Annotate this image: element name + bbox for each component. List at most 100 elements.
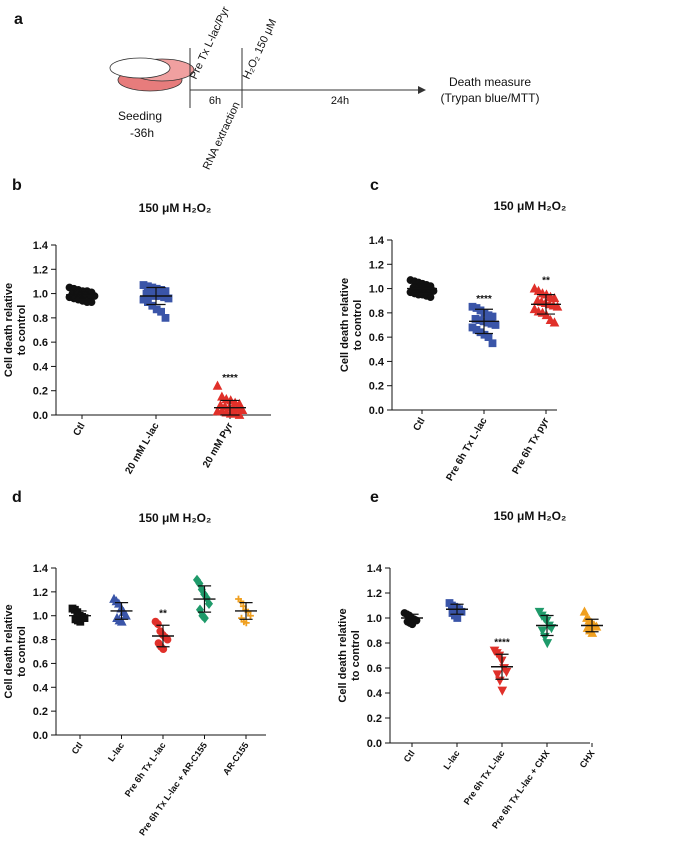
point [164, 294, 173, 303]
panel-a: a Pre Tx L-lac/Pyr H₂O₂ 150 μM RNA extra… [14, 5, 539, 172]
error-bar [537, 294, 555, 315]
point [237, 598, 245, 605]
point [501, 667, 512, 678]
x-tick-label: Ctl [402, 748, 417, 764]
point [212, 380, 223, 390]
panel-label: a [14, 11, 23, 28]
x-tick-label: Ctl [71, 421, 87, 438]
point [116, 616, 127, 626]
y-axis-label: Cell death relative [3, 283, 15, 377]
panel-label: e [370, 489, 379, 506]
y-tick-label: 0.8 [367, 638, 382, 650]
y-tick-label: 0.0 [33, 410, 48, 422]
error-bar [72, 289, 92, 301]
error-bar [475, 308, 493, 335]
y-axis-label: to control [16, 305, 28, 356]
y-axis-label: Cell death relative [339, 278, 351, 372]
y-tick-label: 0.2 [33, 386, 48, 398]
y-axis-label: Cell death relative [337, 608, 349, 702]
y-tick-label: 0.2 [367, 713, 382, 725]
x-tick-label: Ctl [70, 740, 85, 756]
x-tick-label: L-lac [106, 740, 126, 763]
panel: c 150 μM H₂O₂ Cell death relative to contro… [339, 177, 566, 483]
x-tick-label: Pre 6h Tx pyr [510, 416, 551, 476]
y-tick-label: 0.0 [367, 738, 382, 750]
panel: e 150 μM H₂O₂ Cell death relative to contro… [337, 489, 603, 831]
chart-title: 150 μM H₂O₂ [494, 199, 567, 213]
y-tick-label: 0.6 [33, 658, 48, 670]
y-tick-label: 0.6 [369, 332, 384, 344]
point [492, 670, 503, 680]
panel-label: b [12, 177, 22, 194]
point [495, 676, 505, 686]
x-tick-label: Pre 6h Tx L-lac [445, 416, 490, 483]
point [541, 310, 552, 320]
error-bar [156, 624, 170, 648]
point [242, 619, 250, 627]
point [163, 635, 172, 644]
point [247, 612, 254, 620]
point [488, 312, 497, 321]
y-tick-label: 1.4 [33, 240, 49, 252]
step-label: H₂O₂ 150 μM [241, 17, 279, 81]
point [154, 620, 162, 628]
y-tick-label: 1.0 [367, 613, 382, 625]
point [426, 293, 435, 301]
error-bar [405, 613, 419, 623]
chart-title: 150 μM H₂O₂ [494, 509, 567, 523]
y-tick-label: 0.2 [369, 381, 384, 393]
x-tick-label: Pre 6h Tx L-lac [123, 740, 168, 798]
y-tick-label: 1.4 [33, 563, 49, 575]
y-tick-label: 0.4 [369, 356, 385, 368]
chart-title: 150 μM H₂O₂ [139, 201, 212, 215]
panel-label: c [370, 177, 379, 194]
panel: d 150 μM H₂O₂ Cell death relative to contro… [3, 489, 266, 837]
y-tick-label: 0.6 [33, 337, 48, 349]
y-tick-label: 1.4 [367, 563, 383, 575]
point [549, 317, 560, 327]
y-tick-label: 0.8 [33, 313, 48, 325]
y-tick-label: 1.0 [33, 611, 48, 623]
point [429, 287, 438, 295]
y-tick-label: 0.4 [367, 688, 383, 700]
start-label: Seeding [118, 109, 162, 123]
error-bar [197, 585, 212, 613]
error-bar [495, 653, 509, 680]
panel-label: d [12, 489, 22, 506]
significance: **** [222, 373, 238, 384]
error-bar [220, 399, 240, 416]
x-tick-label: CHX [578, 748, 597, 769]
point [204, 598, 214, 610]
error-bar [239, 601, 253, 620]
point [549, 293, 560, 303]
point [552, 301, 563, 311]
panel: b 150 μM H₂O₂ Cell death relative to contro… [3, 177, 271, 476]
significance: ** [159, 609, 167, 620]
step-label: RNA extraction [201, 100, 243, 172]
step-label: Pre Tx L-lac/Pyr [188, 5, 232, 82]
error-bar [146, 286, 166, 306]
y-tick-label: 1.2 [367, 588, 382, 600]
y-tick-label: 1.0 [369, 284, 384, 296]
dish [109, 57, 171, 79]
arrow-head [418, 86, 426, 94]
end-label: (Trypan blue/MTT) [441, 91, 540, 105]
error-bar [413, 283, 431, 295]
point [161, 313, 170, 322]
point [537, 626, 548, 636]
x-tick-label: AR-C155 [221, 740, 251, 776]
x-tick-label: Ctl [411, 416, 427, 433]
y-axis-label: to control [352, 300, 364, 351]
error-bar [114, 601, 129, 620]
interval: 6h [209, 95, 221, 107]
point [579, 606, 590, 616]
error-bar [73, 610, 87, 622]
y-tick-label: 1.0 [33, 289, 48, 301]
error-bar [585, 618, 599, 633]
x-tick-label: L-lac [441, 748, 461, 771]
point [87, 298, 96, 306]
point [491, 321, 500, 329]
significance: **** [494, 638, 510, 649]
chart-title: 150 μM H₂O₂ [139, 511, 212, 525]
point [488, 339, 497, 348]
